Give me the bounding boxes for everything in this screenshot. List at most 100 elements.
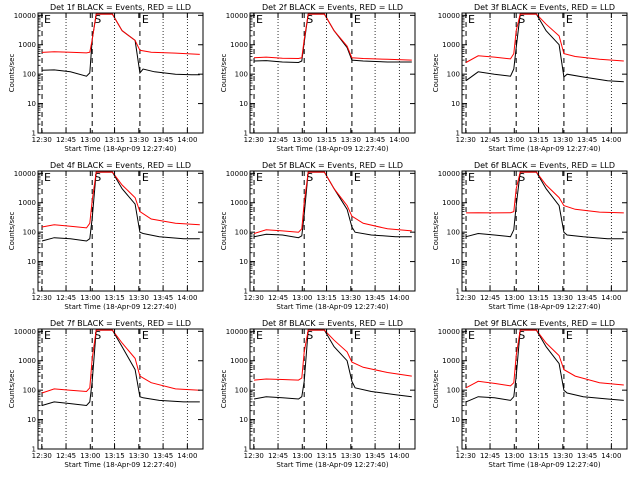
event-marker-label: S — [94, 171, 101, 184]
x-tick-label: 13:00 — [504, 452, 524, 460]
x-tick-label: 12:45 — [480, 294, 500, 302]
y-tick-label: 1 — [244, 130, 248, 138]
chart-title: Det 4f BLACK = Events, RED = LLD — [50, 161, 191, 170]
x-axis-title: Start Time (18-Apr-09 12:27:40) — [488, 461, 600, 469]
chart-title: Det 9f BLACK = Events, RED = LLD — [474, 319, 615, 328]
x-tick-label: 12:30 — [456, 452, 476, 460]
y-axis-title: Counts/sec — [432, 370, 440, 409]
x-tick-label: 14:00 — [601, 294, 621, 302]
plot-frame — [249, 170, 416, 292]
y-tick-label: 10 — [239, 100, 248, 108]
chart-title: Det 5f BLACK = Events, RED = LLD — [262, 161, 403, 170]
x-tick-label: 14:00 — [389, 136, 409, 144]
x-tick-label: 12:30 — [456, 294, 476, 302]
x-tick-label: 13:30 — [129, 452, 149, 460]
x-axis-title: Start Time (18-Apr-09 12:27:40) — [276, 145, 388, 153]
plot-frame — [37, 328, 204, 450]
x-axis-title: Start Time (18-Apr-09 12:27:40) — [64, 461, 176, 469]
x-tick-label: 12:30 — [244, 294, 264, 302]
x-tick-label: 13:00 — [292, 294, 312, 302]
x-tick-label: 14:00 — [177, 294, 197, 302]
x-axis-title: Start Time (18-Apr-09 12:27:40) — [276, 303, 388, 311]
x-tick-label: 12:30 — [244, 452, 264, 460]
y-axis-title: Counts/sec — [220, 370, 228, 409]
event-marker-label: E — [566, 13, 573, 26]
event-marker-label: S — [306, 13, 313, 26]
y-axis-title: Counts/sec — [8, 54, 16, 93]
series-events-line — [41, 13, 200, 77]
x-tick-label: 13:30 — [553, 136, 573, 144]
y-tick-label: 1 — [32, 288, 36, 296]
y-tick-label: 1 — [244, 446, 248, 454]
y-tick-label: 10 — [239, 258, 248, 266]
event-marker-label: E — [354, 13, 361, 26]
y-axis-title: Counts/sec — [432, 212, 440, 251]
x-tick-label: 12:45 — [268, 136, 288, 144]
y-tick-label: 1 — [32, 446, 36, 454]
y-tick-label: 10000 — [438, 328, 460, 336]
series-lld-line — [41, 13, 200, 55]
chart-title: Det 3f BLACK = Events, RED = LLD — [474, 3, 615, 12]
x-axis-title: Start Time (18-Apr-09 12:27:40) — [276, 461, 388, 469]
event-marker-label: E — [44, 329, 51, 342]
event-marker-label: E — [354, 329, 361, 342]
event-marker-label: E — [44, 171, 51, 184]
y-tick-label: 1000 — [230, 199, 248, 207]
y-tick-label: 10 — [451, 416, 460, 424]
y-tick-label: 10000 — [14, 328, 36, 336]
series-lld-line — [253, 329, 412, 381]
series-lld-line — [465, 171, 624, 214]
x-tick-label: 13:45 — [153, 136, 173, 144]
x-tick-label: 12:45 — [480, 452, 500, 460]
x-tick-label: 13:15 — [528, 136, 548, 144]
plot-frame — [461, 170, 628, 292]
x-tick-label: 12:30 — [32, 452, 52, 460]
y-tick-label: 100 — [447, 71, 460, 79]
y-tick-label: 10 — [451, 100, 460, 108]
x-tick-label: 13:45 — [153, 452, 173, 460]
y-tick-label: 10000 — [226, 12, 248, 20]
event-marker-label: S — [518, 13, 525, 26]
y-tick-label: 10 — [27, 258, 36, 266]
series-events-line — [253, 329, 412, 400]
y-tick-label: 1 — [456, 288, 460, 296]
chart-title: Det 2f BLACK = Events, RED = LLD — [262, 3, 403, 12]
x-tick-label: 12:45 — [268, 452, 288, 460]
event-marker-label: E — [142, 13, 149, 26]
y-tick-label: 1000 — [18, 199, 36, 207]
plot-frame — [37, 170, 204, 292]
series-lld-line — [253, 13, 412, 61]
x-tick-label: 13:15 — [104, 452, 124, 460]
y-tick-label: 100 — [23, 387, 36, 395]
plot-frame — [461, 328, 628, 450]
y-tick-label: 100 — [447, 387, 460, 395]
y-tick-label: 10000 — [14, 12, 36, 20]
series-events-line — [41, 171, 200, 242]
y-tick-label: 1000 — [18, 357, 36, 365]
y-tick-label: 10000 — [14, 170, 36, 178]
x-axis-title: Start Time (18-Apr-09 12:27:40) — [488, 303, 600, 311]
x-tick-label: 13:00 — [80, 136, 100, 144]
y-tick-label: 1000 — [442, 199, 460, 207]
series-lld-line — [253, 171, 412, 234]
x-tick-label: 13:00 — [80, 452, 100, 460]
x-tick-label: 12:45 — [480, 136, 500, 144]
event-marker-label: S — [518, 171, 525, 184]
x-tick-label: 13:00 — [292, 136, 312, 144]
x-tick-label: 13:00 — [504, 136, 524, 144]
plot-frame — [249, 12, 416, 134]
x-tick-label: 13:45 — [365, 136, 385, 144]
x-tick-label: 13:00 — [504, 294, 524, 302]
y-tick-label: 100 — [447, 229, 460, 237]
event-marker-label: E — [468, 171, 475, 184]
series-lld-line — [41, 329, 200, 394]
event-marker-label: E — [256, 329, 263, 342]
y-tick-label: 1 — [32, 130, 36, 138]
y-tick-label: 10000 — [438, 170, 460, 178]
